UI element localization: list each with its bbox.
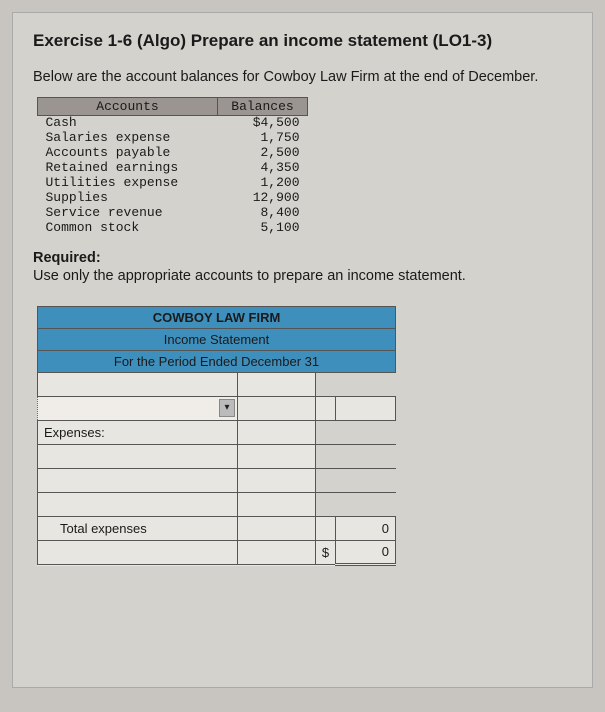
expense-amount-input[interactable] — [238, 492, 316, 516]
stmt-row-revenue-select — [38, 396, 396, 420]
stmt-row-expenses-label: Expenses: — [38, 420, 396, 444]
revenue-account-dropdown[interactable] — [38, 396, 238, 420]
account-name: Utilities expense — [38, 176, 218, 191]
stmt-firm-header: COWBOY LAW FIRM — [38, 306, 396, 328]
stmt-cell — [316, 396, 336, 420]
stmt-gap — [336, 444, 396, 468]
stmt-expense-row — [38, 492, 396, 516]
stmt-gap — [316, 492, 336, 516]
expense-account-dropdown[interactable] — [38, 468, 238, 492]
revenue-amount-input[interactable] — [336, 396, 396, 420]
stmt-cell — [316, 516, 336, 540]
accounts-col-header: Accounts — [38, 98, 218, 116]
stmt-net-row: $ 0 — [38, 540, 396, 564]
income-statement-table: COWBOY LAW FIRM Income Statement For the… — [37, 306, 396, 566]
stmt-gap — [316, 444, 336, 468]
table-row: Common stock5,100 — [38, 221, 308, 236]
stmt-gap — [316, 372, 336, 396]
account-name: Common stock — [38, 221, 218, 236]
stmt-title-header: Income Statement — [38, 328, 396, 350]
account-name: Service revenue — [38, 206, 218, 221]
stmt-cell — [238, 420, 316, 444]
currency-symbol: $ — [316, 540, 336, 564]
expense-account-dropdown[interactable] — [38, 444, 238, 468]
stmt-row-blank-top — [38, 372, 396, 396]
account-balance: 2,500 — [218, 146, 308, 161]
account-name: Cash — [38, 116, 218, 131]
table-row: Salaries expense1,750 — [38, 131, 308, 146]
stmt-total-expenses-row: Total expenses 0 — [38, 516, 396, 540]
net-label-dropdown[interactable] — [38, 540, 238, 564]
stmt-cell — [238, 372, 316, 396]
table-row: Retained earnings4,350 — [38, 161, 308, 176]
stmt-gap — [316, 420, 336, 444]
total-expenses-label: Total expenses — [38, 516, 238, 540]
account-name: Salaries expense — [38, 131, 218, 146]
stmt-gap — [336, 372, 396, 396]
stmt-expense-row — [38, 444, 396, 468]
stmt-period-header: For the Period Ended December 31 — [38, 350, 396, 372]
account-balance: 4,350 — [218, 161, 308, 176]
balances-col-header: Balances — [218, 98, 308, 116]
table-row: Accounts payable2,500 — [38, 146, 308, 161]
required-label: Required: — [33, 250, 572, 266]
stmt-cell — [238, 516, 316, 540]
account-name: Retained earnings — [38, 161, 218, 176]
accounts-header-row: Accounts Balances — [38, 98, 308, 116]
account-balance: 5,100 — [218, 221, 308, 236]
net-value: 0 — [336, 540, 396, 564]
required-text: Use only the appropriate accounts to pre… — [33, 268, 572, 284]
exercise-title: Exercise 1-6 (Algo) Prepare an income st… — [33, 31, 572, 51]
expense-amount-input[interactable] — [238, 444, 316, 468]
account-balance: 1,200 — [218, 176, 308, 191]
stmt-gap — [336, 492, 396, 516]
stmt-cell — [238, 540, 316, 564]
expense-account-dropdown[interactable] — [38, 492, 238, 516]
account-name: Supplies — [38, 191, 218, 206]
expenses-label: Expenses: — [38, 420, 238, 444]
account-balance: 8,400 — [218, 206, 308, 221]
table-row: Utilities expense1,200 — [38, 176, 308, 191]
accounts-table: Accounts Balances Cash$4,500 Salaries ex… — [37, 97, 308, 236]
expense-amount-input[interactable] — [238, 468, 316, 492]
table-row: Cash$4,500 — [38, 116, 308, 131]
page-container: Exercise 1-6 (Algo) Prepare an income st… — [12, 12, 593, 688]
stmt-cell — [38, 372, 238, 396]
table-row: Supplies12,900 — [38, 191, 308, 206]
intro-text: Below are the account balances for Cowbo… — [33, 69, 572, 85]
stmt-expense-row — [38, 468, 396, 492]
stmt-cell — [238, 396, 316, 420]
total-expenses-value: 0 — [336, 516, 396, 540]
stmt-gap — [316, 468, 336, 492]
account-balance: 12,900 — [218, 191, 308, 206]
income-statement-container: COWBOY LAW FIRM Income Statement For the… — [37, 306, 572, 566]
account-balance: 1,750 — [218, 131, 308, 146]
stmt-gap — [336, 468, 396, 492]
stmt-gap — [336, 420, 396, 444]
table-row: Service revenue8,400 — [38, 206, 308, 221]
account-name: Accounts payable — [38, 146, 218, 161]
account-balance: $4,500 — [218, 116, 308, 131]
